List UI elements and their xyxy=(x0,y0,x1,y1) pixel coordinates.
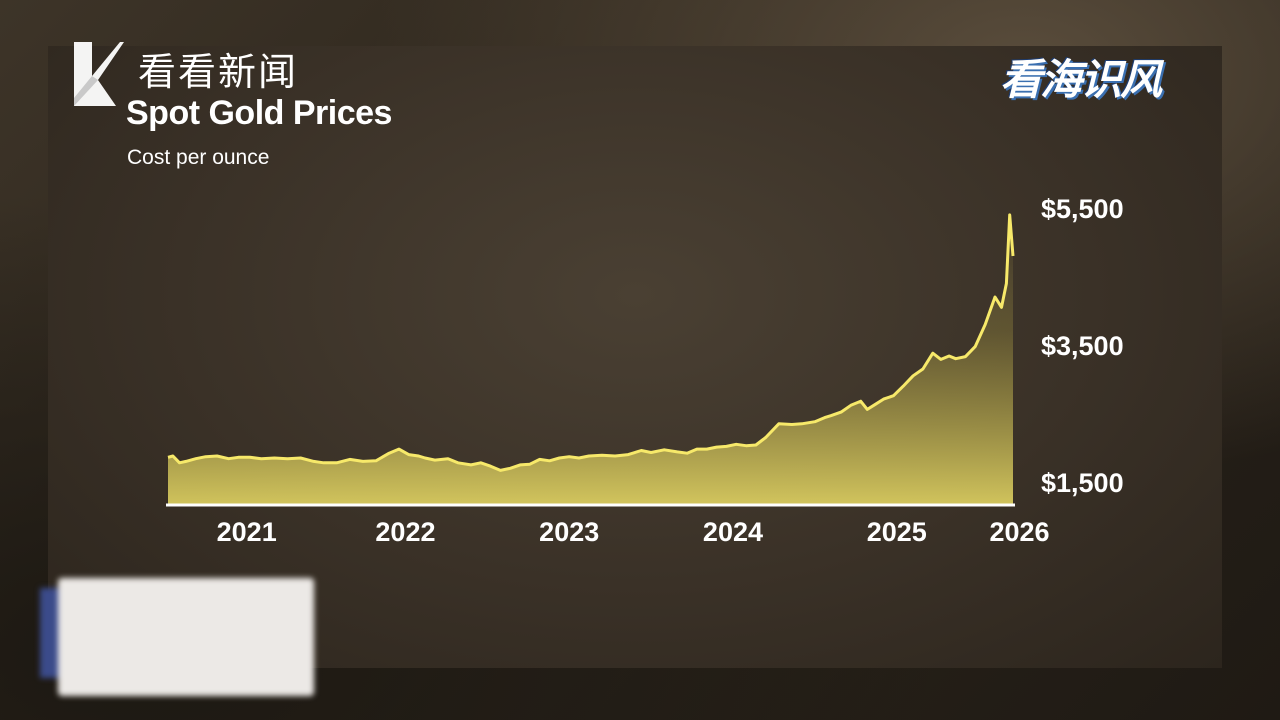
y-tick-label: $3,500 xyxy=(1041,331,1124,361)
chart-subtitle: Cost per ounce xyxy=(127,146,270,169)
brand-name: 看看新闻 xyxy=(138,50,299,94)
x-tick-label: 2026 xyxy=(990,517,1050,547)
blurred-caption xyxy=(58,578,314,696)
x-tick-label: 2023 xyxy=(539,517,599,547)
kankan-logo-icon xyxy=(74,42,124,106)
y-tick-label: $5,500 xyxy=(1041,194,1124,224)
chart-title: Spot Gold Prices xyxy=(126,94,392,132)
corner-logo: 看海识风 xyxy=(1000,55,1162,104)
x-tick-label: 2025 xyxy=(867,517,927,547)
price-area-fill xyxy=(168,214,1013,505)
chart-panel xyxy=(48,46,1222,668)
y-tick-label: $1,500 xyxy=(1041,468,1124,498)
x-tick-label: 2024 xyxy=(703,517,763,547)
x-tick-label: 2022 xyxy=(375,517,435,547)
x-tick-label: 2021 xyxy=(217,517,277,547)
price-series-line xyxy=(167,213,1015,472)
